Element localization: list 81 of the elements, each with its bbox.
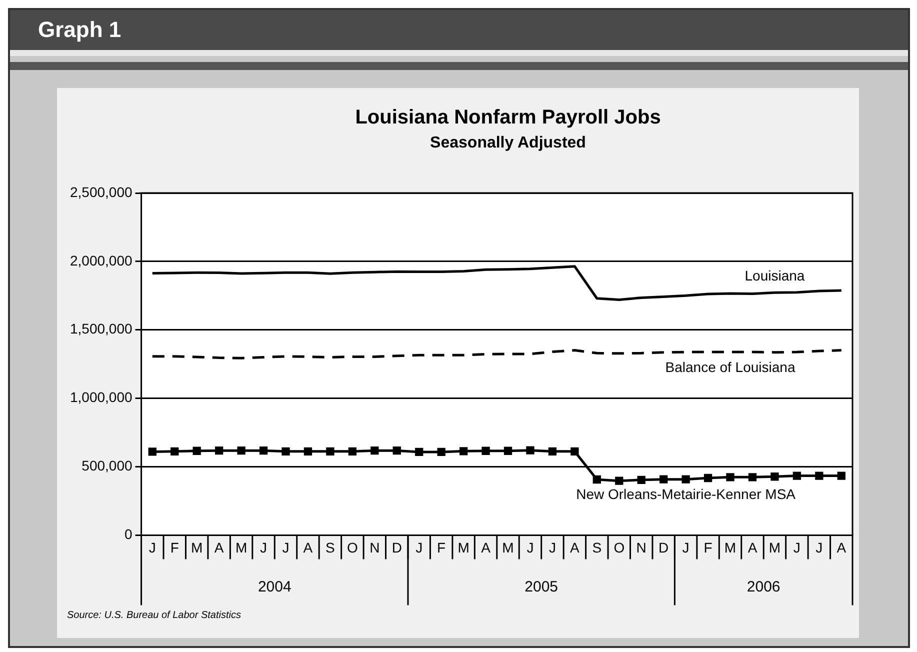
point [592, 475, 601, 484]
x-tick-label: F [704, 539, 712, 556]
point [837, 472, 846, 480]
x-tick-label: J [416, 539, 423, 556]
point [815, 472, 824, 480]
series-label: Balance of Louisiana [665, 358, 796, 375]
point [192, 446, 201, 455]
point [437, 448, 446, 456]
series-label: New Orleans-Metairie-Kenner MSA [576, 486, 796, 502]
x-tick-label: J [526, 539, 534, 556]
point [704, 474, 712, 482]
point [170, 447, 179, 456]
chart-subtitle: Seasonally Adjusted [430, 134, 586, 152]
point [237, 446, 246, 455]
x-tick-label: J [260, 539, 268, 556]
chart-title: Louisiana Nonfarm Payroll Jobs [355, 106, 661, 129]
point [504, 446, 512, 455]
point [148, 448, 156, 456]
x-tick-label: J [793, 539, 800, 556]
point [282, 447, 290, 456]
x-tick-label: M [191, 539, 203, 556]
x-tick-label: M [235, 539, 248, 556]
y-tick-label: 1,000,000 [70, 389, 132, 406]
x-tick-label: F [170, 539, 179, 556]
text: 2005 [524, 578, 558, 596]
x-tick-label: J [816, 539, 823, 556]
point [615, 476, 624, 485]
point [526, 446, 534, 454]
x-tick-label: A [303, 539, 314, 556]
x-tick-label: N [370, 539, 380, 556]
x-tick-label: O [614, 539, 625, 556]
y-tick-label: 2,500,000 [70, 184, 132, 200]
point [392, 446, 401, 455]
x-tick-label: D [658, 539, 669, 556]
x-tick-label: J [148, 539, 156, 556]
x-tick-label: A [836, 539, 847, 556]
point [259, 446, 268, 455]
point [682, 475, 690, 484]
point [459, 447, 468, 456]
x-tick-label: S [592, 539, 602, 556]
source-note: Source: U.S. Bureau of Labor Statistics [67, 610, 241, 621]
point [792, 472, 802, 480]
point [304, 447, 312, 456]
x-tick-label: J [282, 539, 290, 556]
x-tick-label: O [346, 539, 358, 556]
x-tick-label: J [548, 539, 556, 556]
x-tick-label: A [481, 539, 492, 556]
x-tick-label: A [570, 539, 580, 556]
x-tick-label: J [682, 539, 690, 556]
series-label: Louisiana [744, 268, 805, 284]
y-tick-label: 2,000,000 [70, 252, 132, 268]
y-tick-label: 0 [124, 526, 132, 542]
text: 2004 [258, 578, 292, 596]
x-tick-label: S [326, 539, 335, 556]
text: 2006 [746, 578, 780, 596]
x-tick-label: D [392, 539, 402, 556]
x-tick-label: M [502, 539, 514, 556]
point [660, 475, 668, 484]
point [548, 447, 557, 456]
x-tick-label: F [437, 539, 446, 556]
point [770, 472, 779, 481]
point [637, 476, 646, 484]
line-series [151, 349, 843, 360]
x-tick-label: M [768, 539, 781, 556]
point [570, 447, 579, 456]
point [370, 446, 379, 455]
x-tick-label: A [748, 539, 758, 556]
caption: Graph 1 [10, 10, 908, 56]
point [415, 448, 424, 456]
x-tick-label: M [458, 539, 470, 556]
point [726, 473, 734, 482]
y-tick-label: 1,500,000 [70, 320, 132, 337]
point [348, 447, 357, 456]
y-tick-label: 500,000 [82, 458, 132, 474]
point [748, 473, 757, 482]
x-tick-label: A [214, 539, 224, 556]
point [214, 446, 224, 455]
point [326, 447, 334, 456]
point [482, 446, 490, 455]
x-tick-label: N [636, 539, 646, 556]
x-tick-label: M [724, 539, 736, 556]
